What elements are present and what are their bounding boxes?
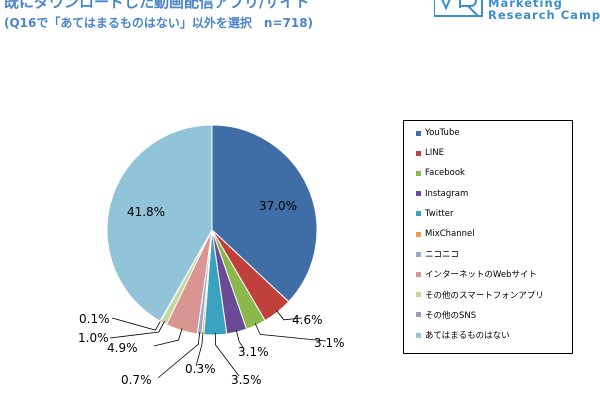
leader-line-4 — [214, 332, 240, 377]
legend-item-4: Twitter — [416, 208, 454, 220]
legend-swatch-2 — [416, 170, 421, 176]
leader-line-9 — [111, 317, 162, 331]
leader-line-7 — [153, 328, 183, 347]
legend-swatch-9 — [416, 312, 421, 318]
leader-line-5 — [195, 332, 204, 367]
legend-item-6: ニコニコ — [416, 248, 459, 260]
data-label-4: 3.5% — [231, 373, 262, 387]
legend-item-5: MixChannel — [416, 228, 475, 240]
data-label-3: 3.1% — [238, 345, 269, 359]
legend-swatch-5 — [416, 231, 421, 237]
leader-line-2 — [254, 323, 327, 342]
legend-item-3: Instagram — [416, 188, 468, 200]
legend-label-2: Facebook — [425, 168, 465, 179]
data-label-8: 1.0% — [78, 331, 109, 345]
legend-label-6: ニコニコ — [425, 250, 460, 261]
leader-line-3 — [235, 329, 245, 350]
logo-mark — [434, 0, 483, 17]
legend-item-2: Facebook — [416, 167, 465, 179]
legend-swatch-1 — [416, 150, 421, 156]
legend-item-9: その他のSNS — [416, 309, 476, 321]
legend-label-7: インターネットのWebサイト — [425, 270, 538, 281]
chart-legend: YouTube LINE Facebook Instagram Twitter MixCh… — [403, 120, 573, 354]
legend-swatch-6 — [416, 251, 421, 257]
legend-item-0: YouTube — [416, 127, 460, 139]
data-label-0: 37.0% — [259, 199, 297, 213]
legend-label-10: あてはまるものはない — [425, 331, 510, 341]
leader-line-8 — [109, 321, 165, 339]
legend-label-5: MixChannel — [425, 229, 475, 239]
legend-label-3: Instagram — [425, 188, 469, 199]
legend-swatch-0 — [416, 130, 421, 136]
data-label-7: 4.9% — [107, 341, 138, 355]
pie-slice-10 — [106, 124, 213, 322]
data-label-10: 41.8% — [127, 205, 165, 219]
legend-swatch-3 — [416, 191, 421, 197]
legend-swatch-10 — [416, 332, 421, 338]
leader-line-6 — [157, 332, 201, 379]
legend-label-0: YouTube — [425, 128, 460, 138]
logo-text-line1: Marketing — [488, 0, 563, 10]
leader-line-1 — [276, 310, 303, 321]
legend-item-1: LINE — [416, 147, 444, 159]
logo-text-line2: Research Camp — [488, 8, 600, 22]
legend-item-8: その他のスマートフォンアプリ — [416, 289, 544, 301]
title-strip: 既にダウンロードした動画配信アプリ/サイト — [0, 0, 430, 9]
data-label-9: 0.1% — [79, 312, 110, 326]
legend-label-4: Twitter — [425, 208, 454, 219]
data-label-5: 0.3% — [185, 362, 216, 376]
data-label-1: 4.6% — [292, 313, 323, 327]
legend-item-10: あてはまるものはない — [416, 329, 510, 341]
legend-label-1: LINE — [425, 148, 444, 159]
data-label-2: 3.1% — [314, 336, 345, 350]
legend-label-9: その他のSNS — [425, 310, 477, 321]
chart-title: 既にダウンロードした動画配信アプリ/サイト — [4, 0, 310, 9]
pie-slice-0 — [211, 124, 318, 303]
legend-item-7: インターネットのWebサイト — [416, 268, 537, 280]
chart-subtitle: (Q16で「あてはまるものはない」以外を選択 n=718) — [4, 16, 314, 30]
legend-swatch-8 — [416, 292, 421, 298]
legend-label-8: その他のスマートフォンアプリ — [425, 290, 544, 301]
data-label-6: 0.7% — [121, 373, 152, 387]
legend-swatch-7 — [416, 271, 421, 277]
legend-swatch-4 — [416, 211, 421, 217]
